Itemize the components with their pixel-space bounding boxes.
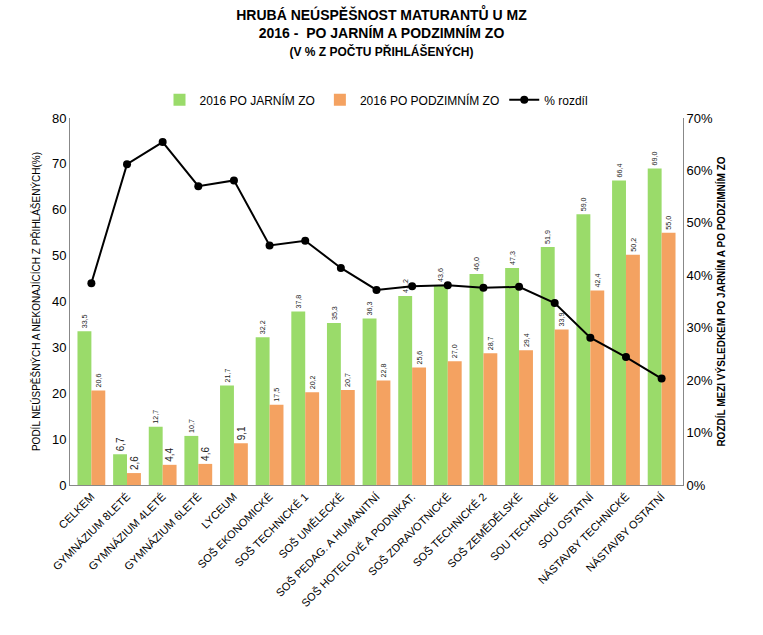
- svg-text:21,7: 21,7: [224, 369, 232, 383]
- svg-text:NÁSTAVBY TECHNICKÉ: NÁSTAVBY TECHNICKÉ: [536, 491, 632, 587]
- svg-text:47,3: 47,3: [509, 251, 517, 265]
- svg-text:LYCEUM: LYCEUM: [199, 491, 239, 531]
- svg-text:4,6: 4,6: [200, 447, 211, 461]
- svg-text:22,8: 22,8: [380, 363, 388, 377]
- svg-text:17,5: 17,5: [273, 388, 281, 402]
- svg-text:50: 50: [52, 248, 66, 263]
- svg-text:20,2: 20,2: [309, 375, 317, 389]
- svg-text:80: 80: [52, 111, 66, 126]
- svg-text:59,0: 59,0: [580, 197, 588, 211]
- svg-text:PODÍL NEÚSPĚŠNÝCH A NEKONAJÍCÍ: PODÍL NEÚSPĚŠNÝCH A NEKONAJÍCÍCH Z PŘIHL…: [30, 152, 42, 451]
- svg-text:9,1: 9,1: [236, 426, 247, 440]
- svg-text:50,2: 50,2: [630, 238, 638, 252]
- svg-text:SOU TECHNICKÉ: SOU TECHNICKÉ: [488, 491, 560, 563]
- svg-text:29,4: 29,4: [523, 333, 531, 347]
- svg-text:33,5: 33,5: [81, 314, 89, 328]
- svg-text:66,4: 66,4: [616, 163, 624, 177]
- svg-text:30%: 30%: [687, 320, 713, 335]
- svg-text:2016 PO PODZIMNÍM ZO: 2016 PO PODZIMNÍM ZO: [360, 93, 499, 108]
- svg-text:20,7: 20,7: [344, 373, 352, 387]
- svg-text:NÁSTAVBY OSTATNÍ: NÁSTAVBY OSTATNÍ: [584, 490, 668, 574]
- svg-text:SOU OSTATNÍ: SOU OSTATNÍ: [536, 490, 597, 551]
- svg-text:60%: 60%: [687, 163, 713, 178]
- svg-text:43,6: 43,6: [437, 268, 445, 282]
- svg-text:28,7: 28,7: [487, 336, 495, 350]
- svg-text:12,7: 12,7: [152, 410, 160, 424]
- svg-text:40: 40: [52, 294, 66, 309]
- svg-text:51,9: 51,9: [544, 230, 552, 244]
- svg-text:SOŠ HOTELOVÉ A PODNIKAT.: SOŠ HOTELOVÉ A PODNIKAT.: [299, 491, 418, 610]
- svg-text:69,0: 69,0: [651, 152, 659, 166]
- svg-text:10,7: 10,7: [188, 419, 196, 433]
- svg-text:4,4: 4,4: [164, 447, 175, 461]
- svg-text:CELKEM: CELKEM: [56, 491, 96, 531]
- svg-text:25,6: 25,6: [416, 351, 424, 365]
- svg-text:ROZDÍL MEZI VÝSLEDKEM PO JARNÍ: ROZDÍL MEZI VÝSLEDKEM PO JARNÍM A PO POD…: [715, 156, 727, 446]
- svg-text:70: 70: [52, 156, 66, 171]
- svg-text:55,0: 55,0: [665, 216, 673, 230]
- svg-text:SOŠ TECHNICKÉ 2: SOŠ TECHNICKÉ 2: [410, 491, 488, 569]
- svg-text:SOŠ UMĚLECKÉ: SOŠ UMĚLECKÉ: [276, 491, 346, 561]
- svg-text:2,6: 2,6: [129, 456, 140, 470]
- svg-text:6,7: 6,7: [115, 437, 126, 451]
- svg-text:32,2: 32,2: [259, 320, 267, 334]
- svg-text:20,6: 20,6: [95, 374, 103, 388]
- svg-text:% rozdíl: % rozdíl: [544, 94, 587, 108]
- svg-text:SOŠ TECHNICKÉ 1: SOŠ TECHNICKÉ 1: [232, 491, 310, 569]
- svg-text:33,9: 33,9: [558, 313, 566, 327]
- svg-text:GYMNÁZIUM 6LETÉ: GYMNÁZIUM 6LETÉ: [122, 491, 204, 573]
- svg-text:46,0: 46,0: [473, 257, 481, 271]
- svg-text:SOŠ EKONOMICKÉ: SOŠ EKONOMICKÉ: [195, 491, 275, 571]
- svg-text:42,4: 42,4: [594, 274, 602, 288]
- svg-text:70%: 70%: [687, 111, 713, 126]
- svg-text:GYMNÁZIUM 4LETÉ: GYMNÁZIUM 4LETÉ: [86, 491, 168, 573]
- svg-text:SOŠ ZEMĚDĚLSKÉ: SOŠ ZEMĚDĚLSKÉ: [445, 491, 524, 570]
- svg-text:50%: 50%: [687, 215, 713, 230]
- svg-text:0%: 0%: [687, 478, 706, 493]
- svg-text:SOŠ PEDAG. A HUMANITNÍ: SOŠ PEDAG. A HUMANITNÍ: [273, 490, 382, 599]
- svg-text:41,2: 41,2: [402, 279, 410, 293]
- svg-text:27,0: 27,0: [451, 344, 459, 358]
- svg-text:10%: 10%: [687, 425, 713, 440]
- svg-text:10: 10: [52, 432, 66, 447]
- svg-text:0: 0: [59, 478, 66, 493]
- svg-text:37,8: 37,8: [295, 295, 303, 309]
- svg-text:SOŠ ZDRAVOTNICKÉ: SOŠ ZDRAVOTNICKÉ: [366, 491, 453, 578]
- svg-text:20: 20: [52, 386, 66, 401]
- svg-text:2016 PO JARNÍM ZO: 2016 PO JARNÍM ZO: [200, 93, 315, 108]
- svg-text:GYMNÁZIUM 8LETÉ: GYMNÁZIUM 8LETÉ: [50, 491, 132, 573]
- svg-text:60: 60: [52, 202, 66, 217]
- svg-text:36,3: 36,3: [366, 302, 374, 316]
- svg-text:40%: 40%: [687, 268, 713, 283]
- svg-text:35,3: 35,3: [331, 306, 339, 320]
- svg-text:HRUBÁ NEÚSPĚŠNOST MATURANTŮ U: HRUBÁ NEÚSPĚŠNOST MATURANTŮ U MZ2016 - P…: [236, 5, 527, 59]
- svg-text:20%: 20%: [687, 373, 713, 388]
- svg-text:30: 30: [52, 340, 66, 355]
